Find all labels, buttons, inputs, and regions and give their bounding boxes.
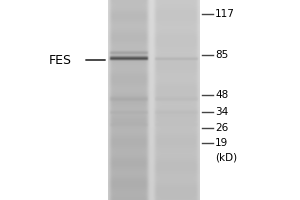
Text: 19: 19 bbox=[215, 138, 228, 148]
Text: 48: 48 bbox=[215, 90, 228, 100]
Text: 117: 117 bbox=[215, 9, 235, 19]
Text: 34: 34 bbox=[215, 107, 228, 117]
Text: 26: 26 bbox=[215, 123, 228, 133]
Text: FES: FES bbox=[49, 53, 72, 66]
Text: (kD): (kD) bbox=[215, 153, 237, 163]
Text: 85: 85 bbox=[215, 50, 228, 60]
